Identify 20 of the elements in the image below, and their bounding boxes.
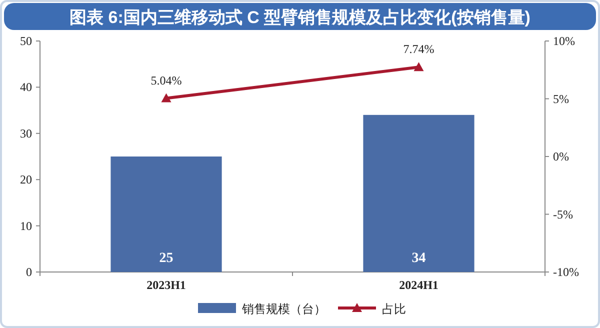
x-tick-label: 2023H1	[146, 278, 186, 292]
chart-title: 图表 6:国内三维移动式 C 型臂销售规模及占比变化(按销售量)	[70, 8, 530, 27]
y2-tick-label: 0%	[553, 150, 569, 164]
legend-label: 占比	[382, 302, 406, 316]
y-tick-label: 0	[26, 265, 32, 279]
y-tick-label: 30	[20, 126, 32, 140]
y-tick-label: 20	[20, 172, 32, 187]
y2-tick-label: 10%	[553, 34, 575, 48]
x-tick-label: 2024H1	[399, 278, 438, 292]
y-tick-label: 50	[20, 34, 32, 48]
legend-label: 销售规模（台）	[241, 302, 326, 316]
data-label: 7.74%	[403, 42, 434, 56]
y-tick-label: 40	[20, 80, 32, 94]
y2-tick-label: 5%	[553, 92, 569, 106]
y2-tick-label: -10%	[553, 265, 579, 279]
data-label: 25	[159, 251, 174, 266]
data-label: 5.04%	[150, 73, 182, 88]
y-tick-label: 10	[20, 218, 32, 233]
data-label: 34	[412, 251, 426, 266]
y2-tick-label: -5%	[553, 207, 573, 222]
